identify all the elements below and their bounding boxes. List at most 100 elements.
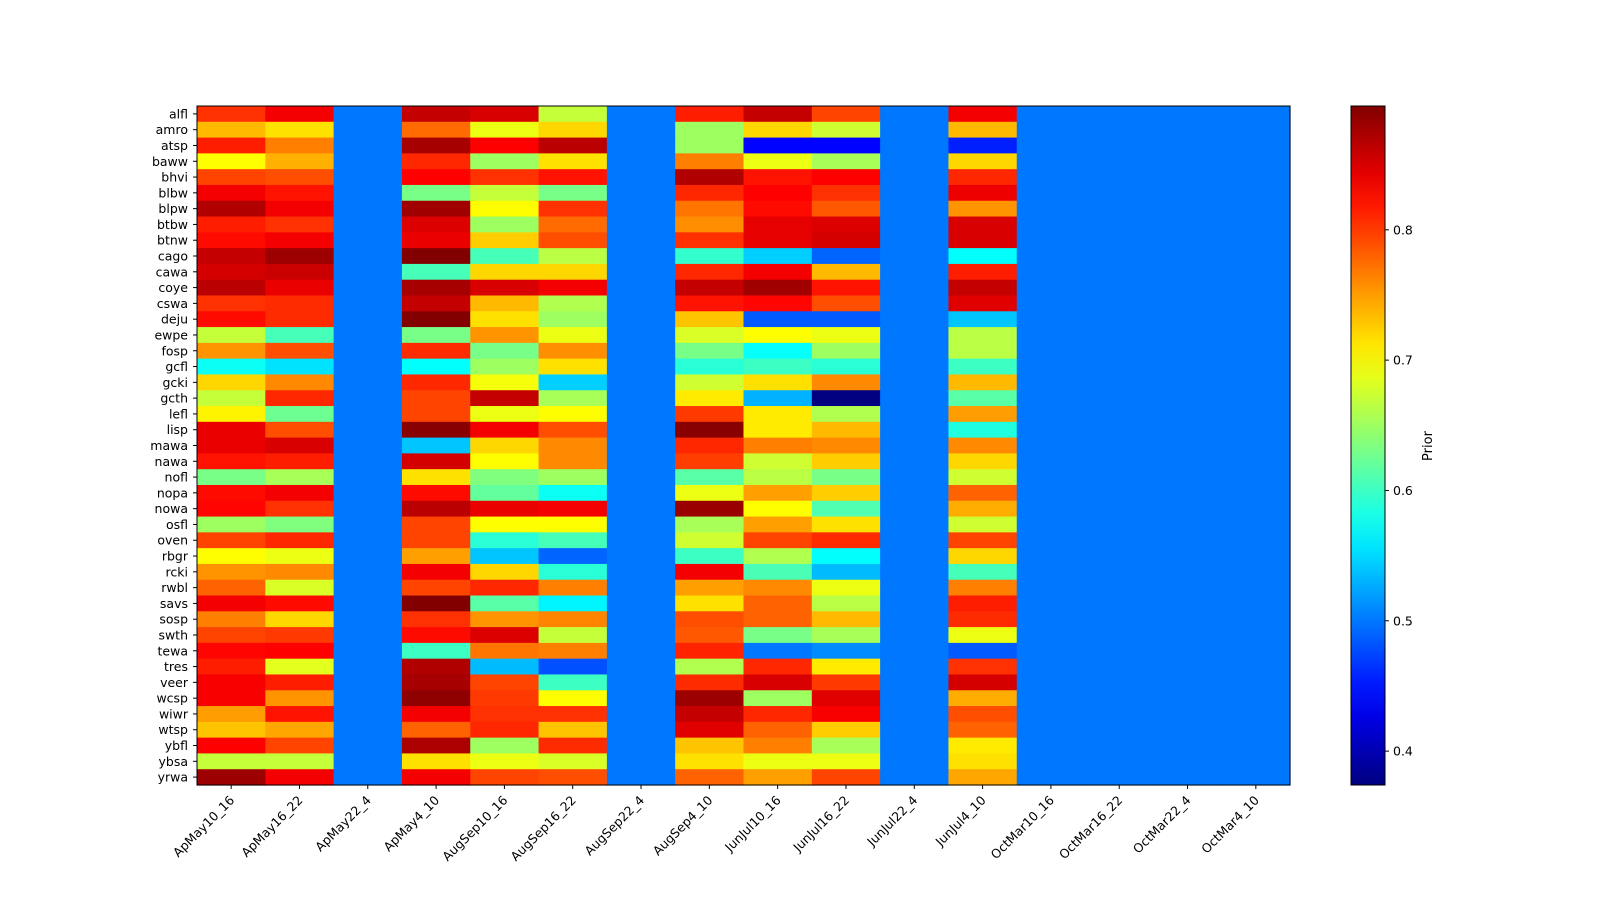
heatmap-cell	[743, 737, 813, 755]
heatmap-cell	[1221, 595, 1291, 612]
heatmap-cell	[675, 579, 745, 597]
heatmap-cell	[948, 327, 1018, 344]
heatmap-cell	[333, 137, 403, 154]
heatmap-cell	[948, 295, 1018, 312]
x-tick-label: JunJul4_10	[932, 792, 989, 849]
heatmap-cell	[1016, 200, 1086, 218]
heatmap-cell	[811, 327, 881, 344]
x-tick-label: JunJul16_22	[789, 793, 852, 856]
heatmap-cell	[948, 169, 1018, 186]
heatmap-cell	[538, 627, 608, 644]
heatmap-cell	[948, 548, 1018, 565]
heatmap-cell	[880, 263, 950, 281]
heatmap-cell	[1221, 390, 1291, 407]
heatmap-cell	[675, 563, 745, 581]
heatmap-cell	[948, 532, 1018, 549]
heatmap-cell	[743, 169, 813, 186]
heatmap-cell	[197, 484, 266, 502]
heatmap-cell	[811, 437, 881, 454]
heatmap-cell	[1153, 390, 1223, 407]
heatmap-cell	[333, 216, 403, 233]
heatmap-cell	[470, 216, 540, 233]
y-axis-ticks: alflamroatspbawwbhviblbwblpwbtbwbtnwcago…	[150, 106, 197, 785]
heatmap-cell	[538, 658, 608, 676]
heatmap-cell	[1221, 437, 1291, 454]
heatmap-cell	[1153, 342, 1223, 360]
heatmap-cell	[1221, 500, 1291, 518]
heatmap-cell	[675, 358, 745, 376]
heatmap-cell	[538, 295, 608, 312]
heatmap-cell	[401, 484, 471, 502]
heatmap-cell	[675, 706, 745, 723]
heatmap-cell	[880, 706, 950, 723]
y-tick-label: btnw	[157, 233, 188, 248]
heatmap-cell	[333, 248, 403, 265]
heatmap-cell	[333, 563, 403, 581]
heatmap-cell	[265, 342, 335, 360]
heatmap-cell	[538, 374, 608, 391]
y-tick-label: sosp	[159, 612, 188, 627]
heatmap-cell	[401, 248, 471, 265]
heatmap-cell	[743, 327, 813, 344]
heatmap-cell	[1085, 437, 1154, 454]
heatmap-cell	[538, 500, 608, 518]
heatmap-cell	[265, 753, 335, 770]
heatmap-cell	[401, 769, 471, 786]
heatmap-cell	[470, 390, 540, 407]
heatmap-cell	[880, 563, 950, 581]
heatmap-cell	[1016, 216, 1086, 233]
heatmap-cell	[1016, 453, 1086, 470]
heatmap-cell	[197, 311, 266, 328]
heatmap-cell	[880, 421, 950, 439]
heatmap-cell	[197, 769, 266, 786]
heatmap-cell	[197, 721, 266, 739]
heatmap-cell	[401, 121, 471, 139]
heatmap-cell	[1221, 374, 1291, 391]
heatmap-cell	[265, 579, 335, 597]
heatmap-cell	[948, 753, 1018, 770]
heatmap-cell	[1016, 121, 1086, 139]
heatmap-cell	[1221, 232, 1291, 249]
heatmap-cell	[333, 516, 403, 533]
heatmap-cell	[811, 421, 881, 439]
heatmap-cell	[265, 548, 335, 565]
heatmap-cell	[743, 706, 813, 723]
heatmap-cell	[333, 469, 403, 486]
heatmap-cell	[538, 248, 608, 265]
heatmap-cell	[333, 406, 403, 423]
heatmap-cell	[1085, 390, 1154, 407]
heatmap-cell	[1016, 769, 1086, 786]
heatmap-cell	[538, 706, 608, 723]
y-tick-label: wiwr	[159, 706, 189, 721]
heatmap-cell	[401, 279, 471, 297]
heatmap-cell	[948, 721, 1018, 739]
heatmap-cell	[606, 500, 676, 518]
heatmap-cell	[401, 563, 471, 581]
heatmap-cell	[1221, 548, 1291, 565]
heatmap-cell	[606, 516, 676, 533]
heatmap-cell	[675, 406, 745, 423]
heatmap-cell	[333, 611, 403, 628]
heatmap-cell	[538, 342, 608, 360]
heatmap-cell	[880, 658, 950, 676]
heatmap-cell	[606, 753, 676, 770]
heatmap-cell	[743, 279, 813, 297]
heatmap-cell	[811, 532, 881, 549]
heatmap-cell	[675, 279, 745, 297]
y-tick-label: yrwa	[158, 770, 188, 785]
heatmap-cell	[470, 642, 540, 660]
heatmap-cell	[948, 184, 1018, 202]
heatmap-cell	[880, 279, 950, 297]
heatmap-cell	[197, 374, 266, 391]
heatmap-cell	[606, 137, 676, 154]
y-tick-label: coye	[158, 280, 188, 295]
heatmap-cell	[1016, 595, 1086, 612]
heatmap-cell	[743, 311, 813, 328]
heatmap-cell	[1221, 342, 1291, 360]
heatmap-cell	[538, 421, 608, 439]
heatmap-cell	[1016, 358, 1086, 376]
heatmap-cell	[1153, 532, 1223, 549]
heatmap-cell	[1016, 279, 1086, 297]
heatmap-cell	[265, 358, 335, 376]
heatmap-cell	[1153, 184, 1223, 202]
